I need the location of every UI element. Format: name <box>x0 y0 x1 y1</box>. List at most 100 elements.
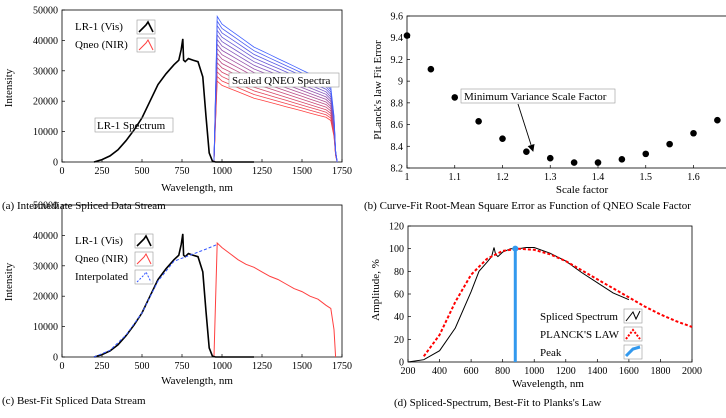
panel-a: (a) Intermediate Spliced Data Stream Wav… <box>2 6 352 213</box>
panel-b-xtick-label: 1.5 <box>640 172 653 183</box>
panel-c-qneo-line <box>213 241 337 358</box>
panel-d-peak-marker <box>512 245 519 252</box>
panel-d-spliced-line <box>407 247 630 363</box>
panel-b-point <box>618 156 626 163</box>
panel-a-qneo-scaled-line <box>213 19 338 163</box>
panel-a-qneo-scaled-line <box>213 24 338 163</box>
panel-c-xlabel: Wavelength, nm <box>161 375 233 387</box>
panel-b-point <box>642 150 650 158</box>
panel-c-caption: (c) Best-Fit Spliced Data Stream <box>2 395 146 407</box>
panel-a-axes-frame <box>61 9 343 163</box>
panel-c-legend: LR-1 (Vis) Qneo (NIR) Interpolated <box>75 233 154 285</box>
panel-a-legend: LR-1 (Vis) Qneo (NIR) <box>75 19 156 53</box>
panel-a-annotation-lr1: LR-1 Spectrum <box>97 120 166 132</box>
panel-a-xtick-label: 0 <box>60 166 65 177</box>
panel-a-qneo-scaled-line <box>213 80 338 163</box>
panel-b-ytick-label: 8.6 <box>391 120 404 131</box>
panel-b-point <box>546 154 554 162</box>
panel-a-annotation-lr1-box <box>94 117 174 133</box>
panel-b-point <box>666 140 673 148</box>
panel-c-xtick-label: 1000 <box>212 361 232 372</box>
panel-a-xtick-label: 750 <box>175 166 190 177</box>
panel-d-xtick-label: 600 <box>464 366 479 377</box>
panel-b-point <box>690 129 697 137</box>
panel-c-ytick-label: 10000 <box>33 322 58 333</box>
panel-c-legend-interpolated-sample <box>136 271 152 283</box>
panel-c-xtick-label: 500 <box>135 361 150 372</box>
panel-d-ytick-label: 60 <box>394 290 404 301</box>
panel-d-ytick-label: 40 <box>394 312 404 323</box>
panel-d-ytick-label: 80 <box>394 267 404 278</box>
panel-a-xtick-label: 250 <box>95 166 110 177</box>
panel-d-caption: (d) Spliced-Spectrum, Best-Fit to Planks… <box>394 397 601 409</box>
panel-b-ytick-label: 8.4 <box>391 142 404 153</box>
panel-c-xtick-label: 0 <box>60 361 65 372</box>
panel-c-axes-frame <box>61 204 343 358</box>
panel-b-xtick-label: 1.2 <box>496 172 509 183</box>
panel-b-point <box>523 148 530 156</box>
panel-c-ytick-label: 40000 <box>33 231 58 242</box>
panel-a-legend-lr1: LR-1 (Vis) <box>75 21 123 33</box>
panel-b-caption: (b) Curve-Fit Root-Mean Square Error as … <box>364 200 691 212</box>
panel-a-legend-qneo-sample <box>138 39 154 51</box>
panel-a-ytick-label: 10000 <box>33 127 58 138</box>
panel-d-xtick-label: 1800 <box>650 366 670 377</box>
panel-c-xtick-label: 250 <box>95 361 110 372</box>
panel-a-qneo-scaled-line <box>213 61 338 163</box>
panel-b-xtick-label: 1.6 <box>687 172 700 183</box>
panel-a-legend-lr1-sample <box>138 20 154 33</box>
panel-d-legend-swatch-spliced <box>623 308 643 324</box>
panel-d: (d) Spliced-Spectrum, Best-Fit to Planks… <box>370 222 702 410</box>
panel-c-xtick-label: 1750 <box>332 361 352 372</box>
panel-c-xtick-label: 750 <box>175 361 190 372</box>
panel-b: (b) Curve-Fit Root-Mean Square Error as … <box>364 12 726 212</box>
panel-b-point <box>475 118 482 125</box>
panel-d-planck-line <box>422 247 693 357</box>
panel-d-legend: Spliced Spectrum PLANCK'S LAW Peak <box>540 308 643 360</box>
panel-d-xtick-label: 400 <box>432 366 447 377</box>
panel-a-legend-qneo: Qneo (NIR) <box>75 39 128 51</box>
panel-d-legend-peak: Peak <box>540 347 562 359</box>
panel-b-ytick-label: 9.4 <box>391 33 404 44</box>
panel-c-legend-interpolated: Interpolated <box>75 271 129 283</box>
panel-c-legend-qneo: Qneo (NIR) <box>75 253 128 265</box>
panel-b-ytick-label: 9 <box>398 77 403 88</box>
panel-c-legend-swatch-qneo <box>134 251 154 267</box>
panel-d-ytick-label: 120 <box>389 222 404 233</box>
panel-c-xtick-label: 1250 <box>252 361 272 372</box>
panel-a-xtick-label: 1250 <box>252 166 272 177</box>
panel-c-ytick-label: 50000 <box>33 201 58 212</box>
panel-b-point <box>427 65 435 73</box>
panel-d-xtick-label: 200 <box>401 366 416 377</box>
panel-b-point <box>451 94 459 101</box>
panel-a-ylabel: Intensity <box>3 68 15 107</box>
panel-c-ytick-label: 0 <box>53 353 58 364</box>
panel-b-point <box>594 159 602 166</box>
panel-a-xtick-label: 1000 <box>212 166 232 177</box>
panel-c-ylabel: Intensity <box>3 262 15 301</box>
panel-d-xtick-label: 1400 <box>587 366 607 377</box>
panel-b-xtick-label: 1.4 <box>592 172 605 183</box>
panel-c-legend-lr1: LR-1 (Vis) <box>75 235 123 247</box>
panel-a-ytick-label: 30000 <box>33 66 58 77</box>
panel-a-qneo-scaled-line <box>213 56 338 163</box>
panel-d-ytick-label: 20 <box>394 335 404 346</box>
panel-a-annotation-qneo: Scaled QNEO Spectra <box>232 75 330 87</box>
panel-b-point <box>714 116 721 124</box>
panel-a-xlabel: Wavelength, nm <box>161 182 233 194</box>
panel-a-caption: (a) Intermediate Spliced Data Stream <box>2 200 166 212</box>
panel-b-ylabel: PLanck's law Fit Error <box>372 40 384 140</box>
panel-d-legend-swatch-planck <box>623 326 643 342</box>
panel-b-xtick-label: 1.3 <box>544 172 557 183</box>
panel-b-point <box>403 32 411 39</box>
panel-a-qneo-scaled-line <box>213 33 338 163</box>
panel-c-legend-swatch-interpolated <box>134 269 154 285</box>
panel-a-qneo-scaled-line <box>213 43 338 163</box>
panel-a-lr1-line <box>93 38 254 163</box>
panel-c-legend-qneo-sample <box>136 253 152 265</box>
panel-b-point <box>499 135 506 142</box>
panel-b-ytick-label: 8.8 <box>391 98 404 109</box>
panel-d-legend-planck: PLANCK'S LAW <box>540 329 620 341</box>
panel-a-xtick-label: 500 <box>135 166 150 177</box>
